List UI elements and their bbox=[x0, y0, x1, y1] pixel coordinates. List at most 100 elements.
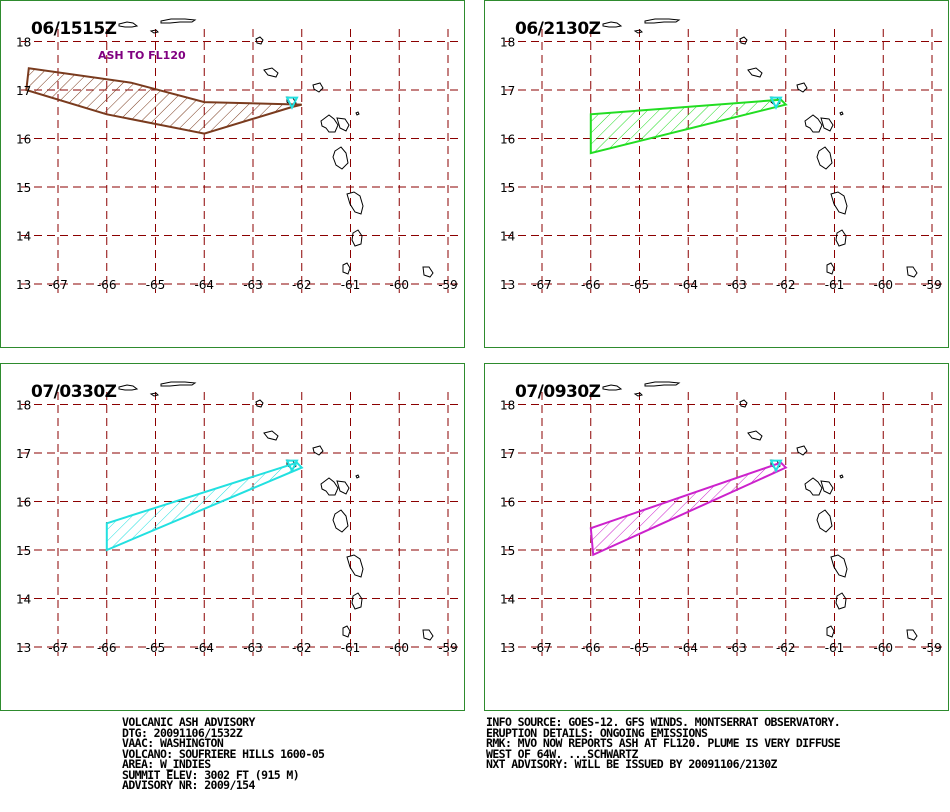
latitude-label: 14 bbox=[16, 593, 31, 607]
advisory-line: INFO SOURCE: GOES-12. GFS WINDS. MONTSER… bbox=[486, 715, 841, 729]
island-outline bbox=[160, 18, 197, 24]
island-outline bbox=[739, 399, 748, 408]
island-outline bbox=[312, 82, 324, 93]
ash-cloud-polygon bbox=[25, 67, 303, 135]
volcano-triangle-icon bbox=[769, 96, 783, 110]
island-outline bbox=[816, 509, 833, 533]
latitude-label: 17 bbox=[16, 84, 31, 98]
longitude-label: -61 bbox=[825, 278, 845, 292]
latitude-label: 17 bbox=[16, 447, 31, 461]
island-outline bbox=[255, 399, 264, 408]
longitude-label: -62 bbox=[292, 278, 312, 292]
island-outline bbox=[826, 262, 835, 275]
island-outline bbox=[346, 191, 364, 215]
island-outline bbox=[263, 430, 279, 441]
ash-level-label: ASH TO FL120 bbox=[98, 49, 186, 62]
panel-time-label: 07/0930Z bbox=[515, 382, 601, 402]
island-outline bbox=[355, 111, 360, 116]
island-outline bbox=[351, 229, 363, 247]
island-outline bbox=[633, 29, 643, 34]
island-outline bbox=[160, 381, 197, 387]
longitude-label: -60 bbox=[389, 641, 409, 655]
advisory-remarks-block: INFO SOURCE: GOES-12. GFS WINDS. MONTSER… bbox=[486, 715, 841, 771]
longitude-label: -65 bbox=[146, 641, 166, 655]
longitude-label: -67 bbox=[48, 278, 68, 292]
longitude-label: -59 bbox=[438, 278, 458, 292]
latitude-label: 15 bbox=[500, 181, 515, 195]
latitude-label: 14 bbox=[500, 230, 515, 244]
latitude-label: 16 bbox=[500, 496, 515, 510]
island-outline bbox=[644, 18, 681, 24]
map-panel-3: 18 17 16 15 14 13 -67 -66 -65 -64 -63 -62 -61 -60 -59 … bbox=[0, 363, 465, 711]
island-outline bbox=[342, 262, 351, 275]
ash-cloud-polygon bbox=[589, 461, 788, 557]
advisory-line: SUMMIT ELEV: 3002 FT (915 M) bbox=[122, 767, 300, 782]
advisory-line: AREA: W_INDIES bbox=[122, 757, 211, 771]
island-outline bbox=[644, 381, 681, 387]
island-outline bbox=[835, 229, 847, 247]
island-outline bbox=[118, 384, 139, 391]
map-panel-4: 18 17 16 15 14 13 -67 -66 -65 -64 -63 -62 -61 -60 -59 … bbox=[484, 363, 949, 711]
island-outline bbox=[906, 629, 918, 641]
map-canvas: 18 17 16 15 14 13 -67 -66 -65 -64 -63 -62 -61 -60 -59 bbox=[500, 381, 945, 656]
latitude-label: 15 bbox=[16, 544, 31, 558]
island-outline bbox=[830, 554, 848, 578]
latitude-label: 13 bbox=[500, 641, 515, 655]
advisory-line: NXT ADVISORY: WILL BE ISSUED BY 20091106… bbox=[486, 757, 777, 771]
volcano-triangle-icon bbox=[769, 459, 783, 473]
latitude-label: 17 bbox=[500, 447, 515, 461]
island-outline bbox=[830, 191, 848, 215]
latitude-label: 16 bbox=[16, 496, 31, 510]
longitude-label: -67 bbox=[532, 278, 552, 292]
longitude-label: -65 bbox=[146, 278, 166, 292]
latitude-label: 14 bbox=[16, 230, 31, 244]
island-outline bbox=[906, 266, 918, 278]
longitude-label: -62 bbox=[292, 641, 312, 655]
island-outline bbox=[320, 114, 350, 133]
latitude-label: 17 bbox=[500, 84, 515, 98]
longitude-label: -64 bbox=[194, 278, 214, 292]
longitude-label: -59 bbox=[922, 641, 942, 655]
advisory-line: DTG: 20091106/1532Z bbox=[122, 725, 243, 740]
island-outline bbox=[804, 114, 834, 133]
island-outline bbox=[346, 554, 364, 578]
island-outline bbox=[342, 625, 351, 638]
island-outline bbox=[255, 36, 264, 45]
latitude-label: 15 bbox=[500, 544, 515, 558]
island-outline bbox=[747, 67, 763, 78]
volcano-triangle-icon bbox=[285, 96, 299, 110]
longitude-label: -65 bbox=[630, 278, 650, 292]
island-outline bbox=[835, 592, 847, 610]
longitude-label: -66 bbox=[581, 278, 601, 292]
island-outline bbox=[263, 67, 279, 78]
latitude-label: 13 bbox=[16, 278, 31, 292]
longitude-label: -61 bbox=[825, 641, 845, 655]
island-outline bbox=[839, 111, 844, 116]
advisory-line: VOLCANIC ASH ADVISORY bbox=[122, 715, 255, 729]
advisory-header-block: VOLCANIC ASH ADVISORY DTG: 20091106/1532… bbox=[122, 715, 325, 792]
advisory-line: ERUPTION DETAILS: ONGOING EMISSIONS bbox=[486, 725, 708, 740]
ash-cloud-polygon bbox=[589, 98, 788, 155]
island-outline bbox=[351, 592, 363, 610]
island-outline bbox=[747, 430, 763, 441]
longitude-label: -64 bbox=[678, 641, 698, 655]
advisory-line: ADVISORY NR: 2009/154 bbox=[122, 778, 255, 792]
longitude-label: -63 bbox=[243, 641, 263, 655]
island-outline bbox=[312, 445, 324, 456]
longitude-label: -62 bbox=[776, 641, 796, 655]
map-canvas: 18 17 16 15 14 13 -67 -66 -65 -64 -63 -62 -61 -60 -59 bbox=[500, 18, 945, 293]
advisory-line: RMK: MVO NOW REPORTS ASH AT FL120. PLUME… bbox=[486, 736, 841, 750]
longitude-label: -65 bbox=[630, 641, 650, 655]
longitude-label: -59 bbox=[438, 641, 458, 655]
island-outline bbox=[602, 21, 623, 28]
island-outline bbox=[796, 445, 808, 456]
advisory-line: WEST OF 64W. ...SCHWARTZ bbox=[486, 746, 638, 761]
island-outline bbox=[804, 477, 834, 496]
longitude-label: -61 bbox=[341, 278, 361, 292]
island-outline bbox=[739, 36, 748, 45]
longitude-label: -61 bbox=[341, 641, 361, 655]
latitude-label: 18 bbox=[16, 36, 31, 50]
island-outline bbox=[355, 474, 360, 479]
island-outline bbox=[422, 629, 434, 641]
panel-time-label: 06/2130Z bbox=[515, 19, 601, 39]
